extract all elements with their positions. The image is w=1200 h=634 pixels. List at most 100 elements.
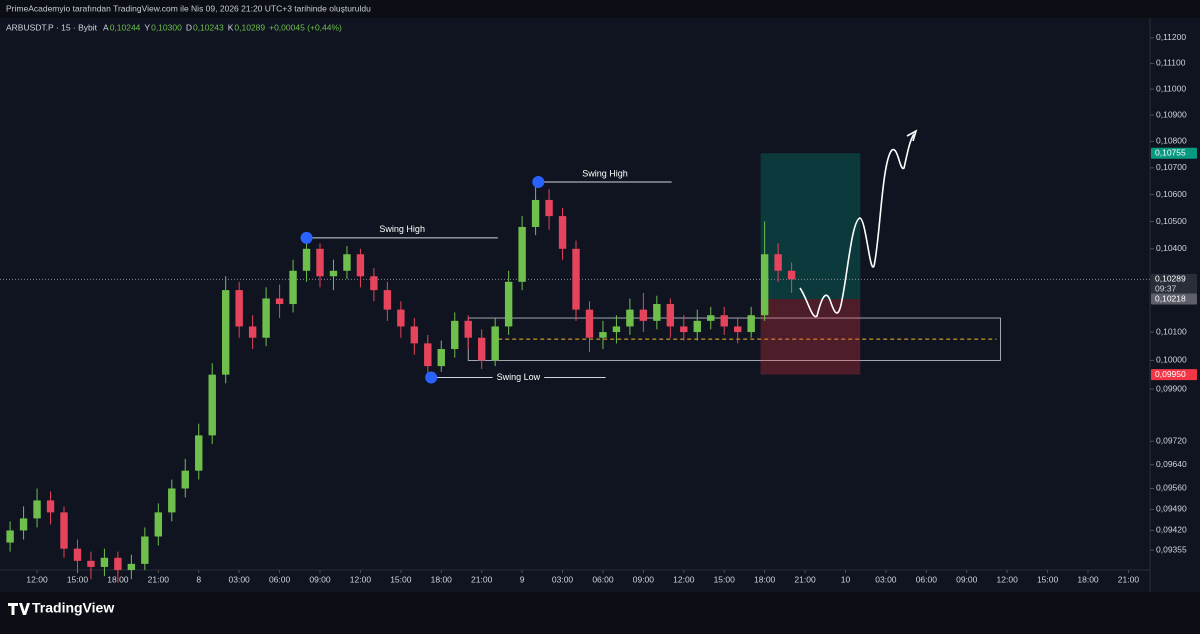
logo-mark: [8, 603, 30, 615]
y-tick-label: 0,09640: [1156, 459, 1187, 469]
candle-body: [356, 254, 365, 277]
x-tick-label: 10: [841, 574, 851, 584]
candle-body: [168, 488, 176, 513]
candle-body: [733, 326, 742, 333]
brand-name: TradingView: [32, 600, 114, 616]
candle-body: [73, 548, 82, 561]
x-tick-label: 9: [520, 574, 525, 584]
annotation-label: Swing Low: [497, 372, 541, 382]
projection-path: [799, 133, 915, 318]
x-tick-label: 12:00: [997, 574, 1019, 584]
swing-point: [532, 175, 545, 188]
candle-body: [653, 304, 661, 321]
candle-body: [518, 226, 526, 282]
x-tick-label: 18:00: [431, 574, 453, 584]
ohlc-value: 0,10243: [193, 22, 224, 32]
y-tick-label: 0,10900: [1156, 109, 1187, 119]
candle-body: [289, 270, 297, 305]
brand-logo: TradingView: [8, 600, 114, 616]
price-badge: [1151, 273, 1197, 296]
swing-point: [425, 371, 438, 384]
x-tick-label: 15:00: [390, 574, 412, 584]
x-tick-label: 06:00: [269, 574, 291, 584]
candle-body: [100, 557, 109, 567]
y-tick-label: 0,11000: [1156, 83, 1186, 93]
price-badge: [1151, 147, 1197, 159]
y-tick-label: 0,09900: [1156, 383, 1187, 393]
candle-body: [316, 248, 324, 277]
y-tick-label: 0,10100: [1156, 326, 1187, 336]
candle-body: [370, 276, 378, 291]
candle-body: [787, 270, 796, 280]
y-tick-label: 0,10000: [1156, 355, 1187, 365]
symbol: ARBUSDT.P · 15 · Bybit: [6, 22, 98, 32]
candle-body: [235, 290, 243, 327]
candle-body: [343, 254, 351, 271]
price-badge-label: 0,10289: [1155, 274, 1186, 284]
swing-point: [300, 231, 313, 244]
candle-body: [208, 374, 216, 436]
candle-body: [221, 290, 230, 375]
ohlc-key: A: [103, 22, 109, 32]
candle-body: [397, 309, 405, 327]
candle-body: [248, 326, 257, 338]
x-tick-label: 03:00: [552, 574, 574, 584]
candle-body: [329, 270, 338, 277]
y-tick-label: 0,10800: [1156, 136, 1187, 146]
price-badge-label: 0,10218: [1155, 293, 1186, 303]
x-tick-label: 18:00: [1077, 574, 1099, 584]
price-badge: [1151, 293, 1197, 305]
candle-body: [626, 309, 634, 327]
candle-body: [154, 512, 163, 537]
candle-body: [6, 530, 14, 543]
candle-body: [46, 500, 55, 513]
position-target: [760, 153, 861, 300]
y-tick-label: 0,10600: [1156, 189, 1187, 199]
annotation-label: Swing High: [582, 168, 628, 178]
y-tick-label: 0,10500: [1156, 216, 1187, 226]
candle-body: [437, 349, 445, 367]
ohlc-key: D: [186, 22, 192, 32]
candle-body: [127, 563, 136, 570]
candle-body: [531, 199, 540, 227]
candle-body: [504, 281, 513, 327]
x-tick-label: 09:00: [309, 574, 331, 584]
candle-body: [114, 557, 122, 570]
candle-body: [410, 326, 419, 344]
y-tick-label: 0,10700: [1156, 162, 1187, 172]
x-tick-label: 15:00: [67, 574, 89, 584]
y-tick-label: 0,10400: [1156, 243, 1187, 253]
candle-body: [195, 435, 203, 471]
price-axis: [1150, 18, 1200, 592]
change: +0,00045 (+0,44%): [269, 22, 342, 32]
countdown: 09:37: [1155, 284, 1177, 294]
candle-body: [707, 315, 715, 321]
x-tick-label: 18:00: [754, 574, 776, 584]
y-tick-label: 0,09355: [1156, 544, 1187, 554]
layer: ARBUSDT.P · 15 · Bybit A 0,10244 Y 0,10300 D 0…: [0, 22, 1197, 584]
x-tick-label: 21:00: [1118, 574, 1140, 584]
x-tick-label: 15:00: [714, 574, 736, 584]
candle-body: [424, 343, 432, 367]
ohlc-value: 0,10244: [110, 22, 141, 32]
candle-body: [612, 326, 621, 333]
candle-body: [720, 315, 728, 327]
x-tick-label: 12:00: [673, 574, 695, 584]
x-tick-label: 15:00: [1037, 574, 1059, 584]
candle-body: [87, 560, 95, 567]
candle-body: [477, 337, 486, 361]
candle-body: [558, 216, 567, 249]
candle-body: [585, 309, 594, 338]
candle-body: [693, 320, 701, 333]
x-tick-label: 12:00: [350, 574, 372, 584]
candle-body: [275, 298, 284, 305]
price-badge-label: 0,09950: [1155, 369, 1186, 379]
x-tick-label: 03:00: [875, 574, 897, 584]
header-bar: [0, 0, 1200, 18]
y-tick-label: 0,09560: [1156, 483, 1187, 493]
candle-body: [141, 536, 149, 564]
y-tick-label: 0,09490: [1156, 504, 1187, 514]
credit: PrimeAcademyio tarafından TradingView.co…: [6, 3, 371, 13]
